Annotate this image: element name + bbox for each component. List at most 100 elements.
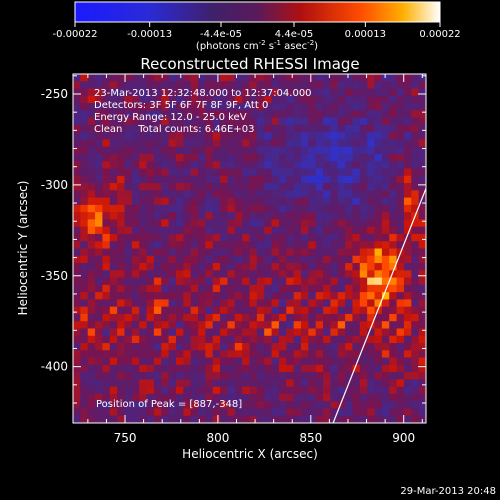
x-tick-label: 850 <box>299 431 322 445</box>
heatmap-cell <box>242 255 250 264</box>
heatmap-cell <box>264 117 273 126</box>
heatmap-cell <box>381 350 390 359</box>
heatmap-cell <box>102 124 111 133</box>
colorbar-tick-label: 0.00013 <box>345 29 386 40</box>
heatmap-cell <box>249 117 258 126</box>
heatmap-cell <box>131 270 140 279</box>
heatmap-cell <box>117 74 125 82</box>
heatmap-cell <box>124 233 133 242</box>
heatmap-cell <box>190 132 199 140</box>
heatmap-cell <box>249 153 258 162</box>
heatmap-cell <box>345 343 353 351</box>
heatmap-cell <box>109 175 118 184</box>
heatmap-cell <box>337 393 346 402</box>
heatmap-cell <box>411 110 420 119</box>
heatmap-cell <box>153 415 162 423</box>
heatmap-cell <box>102 132 111 140</box>
heatmap-cell <box>234 335 243 344</box>
heatmap-cell <box>175 204 184 213</box>
heatmap-cell <box>153 190 162 199</box>
heatmap-cell <box>183 306 192 315</box>
heatmap-cell <box>389 364 398 373</box>
heatmap-cell <box>175 306 184 315</box>
heatmap-cell <box>330 328 339 337</box>
heatmap-cell <box>87 74 96 82</box>
heatmap-cell <box>330 386 339 395</box>
heatmap-cell <box>345 233 353 242</box>
heatmap-cell <box>124 306 133 315</box>
heatmap-cell <box>389 401 398 409</box>
heatmap-cell <box>396 299 405 308</box>
heatmap-cell <box>374 277 383 286</box>
heatmap-cell <box>227 168 236 177</box>
heatmap-cell <box>109 124 118 133</box>
heatmap-cell <box>418 255 426 264</box>
heatmap-cell <box>337 328 346 337</box>
heatmap-cell <box>146 168 155 177</box>
heatmap-cell <box>308 81 317 90</box>
heatmap-cell <box>153 103 162 111</box>
heatmap-cell <box>161 357 170 366</box>
heatmap-cell <box>212 357 221 366</box>
heatmap-cell <box>146 88 155 97</box>
heatmap-cell <box>220 292 228 300</box>
heatmap-cell <box>212 292 221 300</box>
heatmap-cell <box>161 372 170 380</box>
heatmap-cell <box>117 284 125 293</box>
heatmap-cell <box>183 74 192 82</box>
heatmap-cell <box>175 350 184 359</box>
heatmap-cell <box>124 183 133 191</box>
heatmap-cell <box>183 270 192 279</box>
heatmap-cell <box>95 117 103 126</box>
heatmap-cell <box>330 212 339 220</box>
heatmap-cell <box>403 277 412 286</box>
heatmap-cell <box>389 74 398 82</box>
colorbar-tick-label: -0.00013 <box>127 29 172 40</box>
heatmap-cell <box>153 175 162 184</box>
heatmap-cell <box>175 415 184 423</box>
heatmap-cell <box>418 364 426 373</box>
heatmap-cell <box>300 270 309 279</box>
heatmap-cell <box>146 241 155 249</box>
heatmap-cell <box>315 350 324 359</box>
heatmap-cell <box>264 343 273 351</box>
heatmap-cell <box>124 321 133 329</box>
heatmap-cell <box>87 153 96 162</box>
heatmap-cell <box>418 313 426 322</box>
heatmap-cell <box>87 233 96 242</box>
heatmap-cell <box>381 103 390 111</box>
heatmap-cell <box>190 335 199 344</box>
heatmap-cell <box>308 415 317 423</box>
heatmap-cell <box>396 263 405 271</box>
heatmap-cell <box>153 350 162 359</box>
heatmap-cell <box>220 379 228 388</box>
heatmap-cell <box>367 88 376 97</box>
heatmap-cell <box>345 110 353 119</box>
heatmap-cell <box>345 299 353 308</box>
heatmap-cell <box>411 103 420 111</box>
annotation-time-range: 23-Mar-2013 12:32:48.000 to 12:37:04.000 <box>94 88 312 99</box>
heatmap-cell <box>286 241 295 249</box>
heatmap-cell <box>300 357 309 366</box>
heatmap-cell <box>403 197 412 206</box>
heatmap-cell <box>256 401 265 409</box>
heatmap-cell <box>212 183 221 191</box>
heatmap-cell <box>227 415 236 423</box>
heatmap-cell <box>139 190 148 199</box>
heatmap-cell <box>396 372 405 380</box>
heatmap-cell <box>198 386 206 395</box>
heatmap-cell <box>271 175 280 184</box>
heatmap-cell <box>183 212 192 220</box>
heatmap-cell <box>190 183 199 191</box>
heatmap-cell <box>234 226 243 235</box>
heatmap-cell <box>293 153 302 162</box>
heatmap-cell <box>389 277 398 286</box>
heatmap-cell <box>352 270 361 279</box>
footer-timestamp: 29-Mar-2013 20:48 <box>400 486 496 497</box>
heatmap-cell <box>264 393 273 402</box>
heatmap-cell <box>117 146 125 155</box>
heatmap-cell <box>168 110 177 119</box>
heatmap-cell <box>80 313 89 322</box>
heatmap-cell <box>73 197 81 206</box>
heatmap-cell <box>220 372 228 380</box>
